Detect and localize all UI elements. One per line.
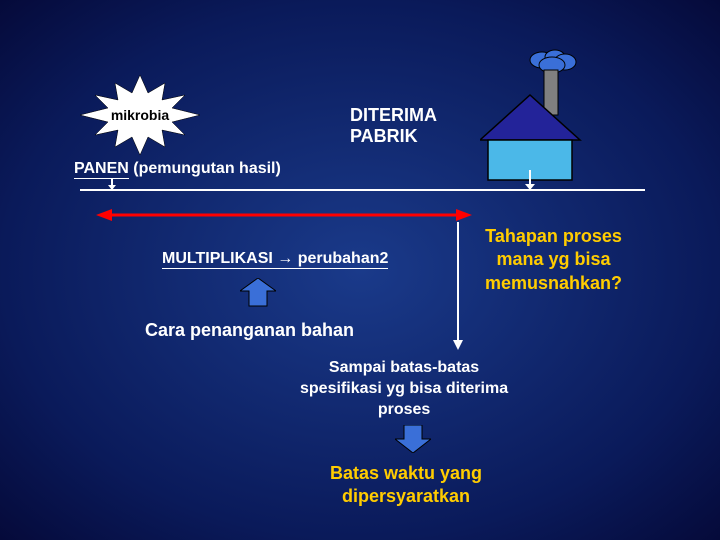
batas-line2: dipersyaratkan [330, 485, 482, 508]
tahapan-label: Tahapan proses mana yg bisa memusnahkan? [485, 225, 622, 295]
sampai-line2: spesifikasi yg bisa diterima [300, 379, 508, 400]
starburst-label: mikrobia [111, 107, 169, 123]
double-arrow-left [96, 209, 112, 221]
down-arrow-block [395, 425, 431, 453]
double-arrow-right [456, 209, 472, 221]
multiplikasi-label: MULTIPLIKASI → perubahan2 [162, 250, 388, 269]
tahapan-line3: memusnahkan? [485, 272, 622, 295]
batas-line1: Batas waktu yang [330, 462, 482, 485]
tahapan-line2: mana yg bisa [485, 248, 622, 271]
multiplikasi-text: MULTIPLIKASI → perubahan2 [162, 250, 388, 269]
tahapan-line1: Tahapan proses [485, 225, 622, 248]
sampai-line1: Sampai batas-batas [300, 358, 508, 379]
sampai-line3: proses [300, 400, 508, 421]
batas-label: Batas waktu yang dipersyaratkan [330, 462, 482, 509]
sampai-label: Sampai batas-batas spesifikasi yg bisa d… [300, 358, 508, 420]
up-arrow-block-1 [240, 278, 276, 308]
cara-label: Cara penanganan bahan [145, 320, 354, 341]
